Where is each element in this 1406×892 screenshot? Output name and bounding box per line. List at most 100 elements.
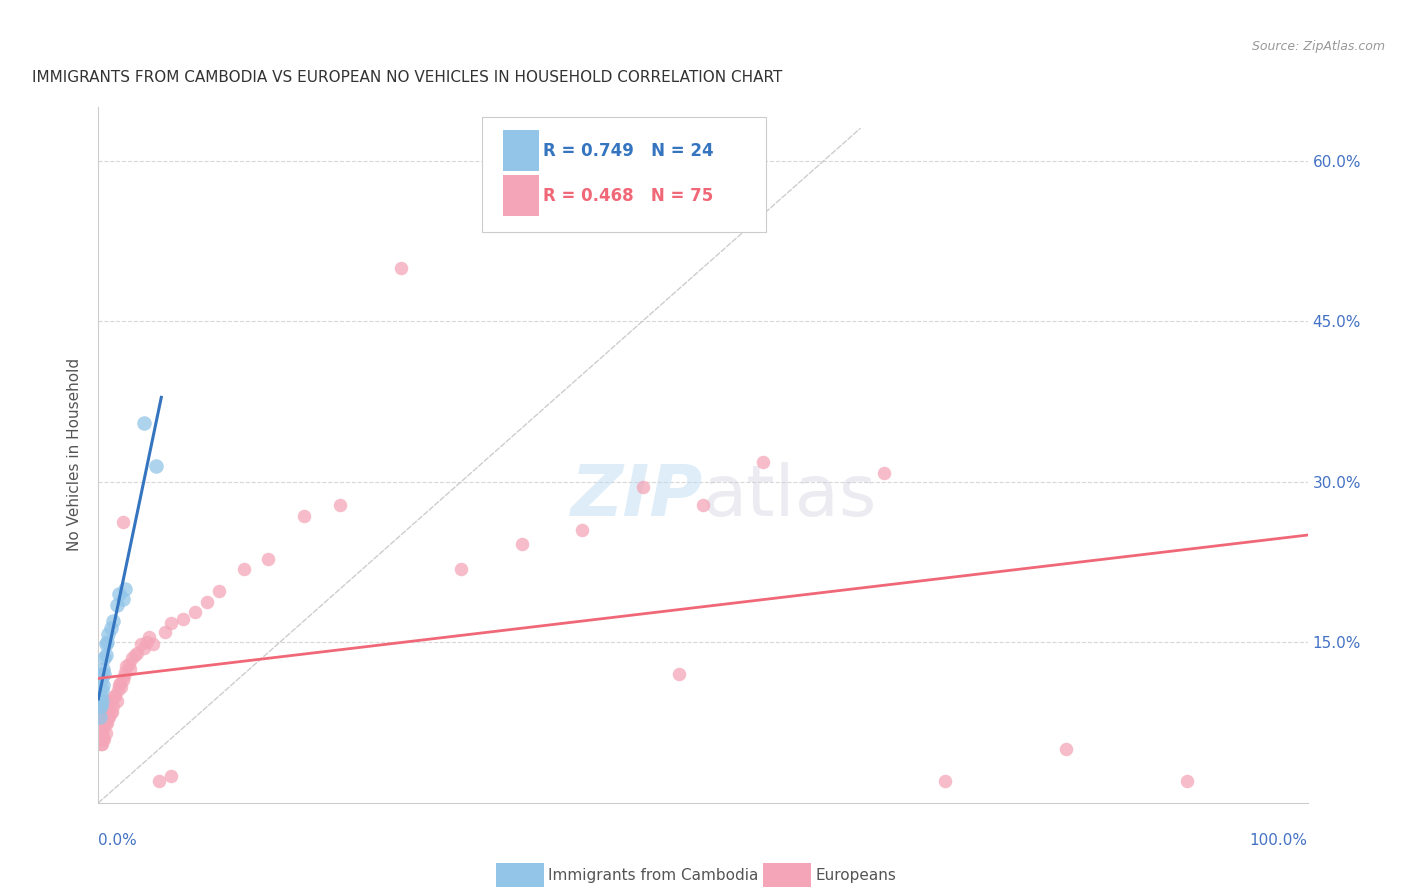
Point <box>232 562 254 576</box>
Point <box>153 624 176 639</box>
Point <box>93 667 115 681</box>
Point <box>89 731 111 746</box>
Point <box>98 710 121 724</box>
Point <box>934 774 956 789</box>
Point <box>101 614 124 628</box>
Point <box>96 715 118 730</box>
Point <box>256 551 278 566</box>
Point <box>91 726 114 740</box>
Point <box>94 648 117 662</box>
Point <box>138 630 160 644</box>
Point <box>90 737 112 751</box>
Point <box>1175 774 1198 789</box>
Point <box>91 683 114 698</box>
Point <box>112 669 135 683</box>
Point <box>129 637 152 651</box>
Point <box>108 676 131 690</box>
Point <box>108 587 131 601</box>
Point <box>195 594 218 608</box>
Point <box>124 648 146 662</box>
Point <box>89 710 111 724</box>
Point <box>104 689 127 703</box>
Point <box>160 769 183 783</box>
Point <box>100 705 122 719</box>
Point <box>100 705 122 719</box>
Point <box>114 665 136 680</box>
Point <box>91 662 114 676</box>
Point <box>94 715 117 730</box>
Point <box>752 455 775 469</box>
Point <box>93 705 115 719</box>
Point <box>105 694 128 708</box>
Point <box>111 516 134 530</box>
Point <box>93 731 115 746</box>
Point <box>94 637 117 651</box>
Point <box>91 678 114 692</box>
Text: 100.0%: 100.0% <box>1250 832 1308 847</box>
Point <box>100 621 122 635</box>
FancyBboxPatch shape <box>503 175 538 216</box>
Point <box>145 458 167 473</box>
Text: Immigrants from Cambodia: Immigrants from Cambodia <box>548 868 759 882</box>
Point <box>90 699 112 714</box>
Point <box>389 260 412 275</box>
Point <box>97 710 120 724</box>
Point <box>105 598 128 612</box>
Point <box>91 737 114 751</box>
Point <box>91 705 114 719</box>
Text: 0.0%: 0.0% <box>98 832 138 847</box>
Point <box>91 731 114 746</box>
Point <box>108 678 131 692</box>
Point <box>450 562 472 576</box>
Point <box>115 658 138 673</box>
Point <box>134 416 156 430</box>
Point <box>873 466 896 480</box>
Point <box>127 646 149 660</box>
Point <box>96 705 118 719</box>
Point <box>111 592 134 607</box>
Point <box>93 651 115 665</box>
Point <box>114 582 136 596</box>
Point <box>631 480 654 494</box>
FancyBboxPatch shape <box>482 118 766 232</box>
Point <box>1054 742 1077 756</box>
Point <box>89 721 111 735</box>
Point <box>101 699 124 714</box>
Point <box>510 537 533 551</box>
Point <box>692 498 714 512</box>
Point <box>89 699 111 714</box>
Point <box>91 710 114 724</box>
Text: ZIP: ZIP <box>571 462 703 531</box>
Text: IMMIGRANTS FROM CAMBODIA VS EUROPEAN NO VEHICLES IN HOUSEHOLD CORRELATION CHART: IMMIGRANTS FROM CAMBODIA VS EUROPEAN NO … <box>32 70 782 85</box>
Point <box>121 651 143 665</box>
Point <box>90 673 112 687</box>
Point <box>184 605 207 619</box>
Text: Europeans: Europeans <box>815 868 897 882</box>
Point <box>134 640 156 655</box>
Point <box>118 657 141 671</box>
Text: R = 0.468   N = 75: R = 0.468 N = 75 <box>543 187 714 205</box>
Text: Source: ZipAtlas.com: Source: ZipAtlas.com <box>1251 40 1385 54</box>
Point <box>292 508 315 523</box>
Point <box>94 726 117 740</box>
Point <box>148 774 170 789</box>
Text: atlas: atlas <box>703 462 877 531</box>
Point <box>118 662 141 676</box>
Point <box>103 689 125 703</box>
Point <box>97 694 120 708</box>
Point <box>90 726 112 740</box>
Point <box>91 721 114 735</box>
Point <box>111 673 134 687</box>
Point <box>91 699 114 714</box>
Point <box>91 694 114 708</box>
Point <box>208 583 231 598</box>
Point <box>90 715 112 730</box>
Y-axis label: No Vehicles in Household: No Vehicles in Household <box>67 359 83 551</box>
Point <box>91 715 114 730</box>
Point <box>329 498 352 512</box>
Point <box>94 699 117 714</box>
Point <box>571 523 593 537</box>
Point <box>160 615 183 630</box>
Point <box>93 715 115 730</box>
Point <box>89 710 111 724</box>
